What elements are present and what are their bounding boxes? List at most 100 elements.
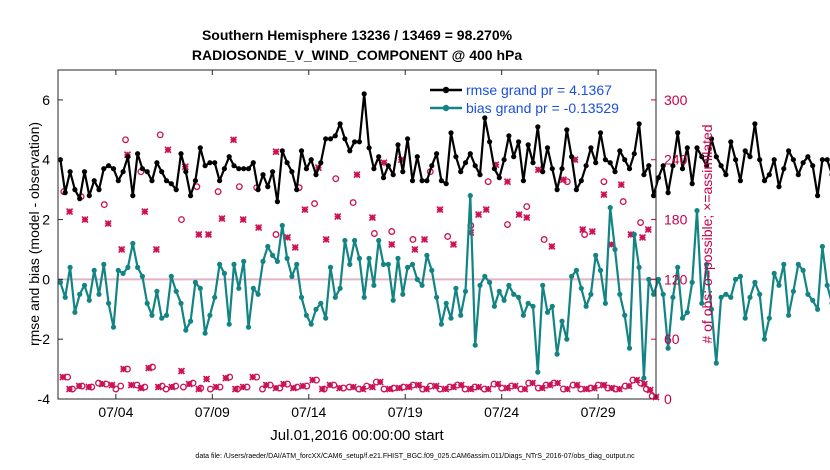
- obs-assimilated-glyph: [511, 382, 519, 390]
- rmse-point: [665, 190, 671, 196]
- rmse-point: [173, 187, 179, 193]
- obs-assimilated-point: [81, 215, 89, 224]
- bias-point: [790, 288, 797, 294]
- obs-assimilated-point: [492, 161, 500, 169]
- obs-assimilated-glyph: [422, 385, 431, 393]
- x-tick-label: 07/09: [195, 404, 230, 420]
- obs-assimilated-point: [415, 381, 423, 389]
- obs-assimilated-point: [75, 382, 83, 390]
- rmse-point: [723, 172, 729, 178]
- obs-assimilated-point: [229, 136, 238, 144]
- obs-assimilated-glyph: [272, 148, 280, 156]
- bias-point: [400, 291, 406, 297]
- bias-point: [135, 264, 141, 270]
- obs-assimilated-glyph: [108, 381, 116, 389]
- bias-point: [67, 264, 73, 270]
- rmse-point: [602, 157, 609, 163]
- obs-assimilated-point: [120, 365, 128, 373]
- rmse-point: [106, 163, 112, 169]
- bias-point: [737, 273, 744, 279]
- bias-point: [414, 276, 420, 282]
- bias-point: [641, 375, 647, 381]
- rmse-point: [217, 178, 223, 184]
- bias-point: [371, 282, 377, 288]
- obs-assimilated-point: [152, 245, 160, 254]
- bias-point: [125, 264, 131, 270]
- bias-point: [380, 261, 387, 267]
- obs-assimilated-point: [515, 210, 523, 219]
- bias-point: [443, 300, 449, 306]
- rmse-point: [549, 166, 555, 172]
- rmse-point: [274, 199, 280, 205]
- obs-assimilated-point: [474, 210, 483, 219]
- obs-assimilated-glyph: [353, 171, 361, 179]
- rmse-point: [101, 166, 107, 172]
- bias-point: [337, 285, 343, 291]
- obs-possible-point: [600, 178, 608, 186]
- obs-assimilated-glyph: [482, 206, 490, 214]
- obs-assimilated-glyph: [177, 367, 186, 375]
- bias-point: [535, 369, 541, 375]
- obs-assimilated-point: [177, 367, 186, 375]
- obs-assimilated-point: [59, 373, 67, 381]
- obs-assimilated-glyph: [646, 386, 654, 394]
- obs-assimilated-glyph: [528, 379, 537, 387]
- rmse-point: [641, 172, 647, 178]
- bias-point: [766, 315, 772, 321]
- obs-assimilated-glyph: [395, 384, 404, 392]
- rmse-point: [597, 130, 604, 136]
- bias-point: [231, 261, 237, 267]
- bias-point: [549, 303, 555, 309]
- rmse-point: [313, 172, 319, 178]
- bias-point: [699, 300, 705, 306]
- bias-point: [646, 276, 652, 282]
- bias-point: [419, 282, 425, 288]
- rmse-point: [684, 145, 690, 151]
- obs-possible-point: [504, 221, 511, 228]
- obs-assimilated-point: [388, 240, 396, 249]
- bias-point: [597, 267, 604, 273]
- left-tick-label: -2: [38, 331, 51, 347]
- bias-point: [159, 315, 165, 321]
- rmse-point: [284, 160, 290, 166]
- obs-assimilated-point: [164, 146, 172, 154]
- bias-point: [477, 282, 483, 288]
- bias-point: [434, 294, 440, 300]
- obs-assimilated-glyph: [571, 156, 579, 164]
- bias-point: [612, 246, 618, 253]
- obs-assimilated-glyph: [255, 223, 263, 232]
- rmse-point: [583, 163, 589, 169]
- bias-point: [622, 312, 628, 318]
- rmse-point: [655, 175, 662, 181]
- obs-assimilated-glyph: [283, 233, 292, 242]
- bias-point: [544, 309, 551, 315]
- bias-point: [144, 300, 150, 306]
- obs-assimilated-glyph: [633, 376, 641, 384]
- rmse-point: [535, 124, 541, 130]
- bias-point: [694, 208, 700, 214]
- rmse-point: [188, 193, 194, 199]
- obs-assimilated-glyph: [231, 385, 240, 393]
- obs-assimilated-point: [590, 384, 598, 392]
- x-tick-label: 07/14: [291, 404, 326, 420]
- obs-assimilated-point: [617, 181, 625, 189]
- rmse-point: [260, 172, 266, 178]
- rmse-point: [491, 166, 497, 172]
- obs-assimilated-glyph: [185, 380, 193, 388]
- bias-point: [192, 279, 198, 285]
- rmse-point: [607, 160, 613, 166]
- rmse-point: [395, 142, 401, 148]
- obs-assimilated-point: [376, 378, 384, 386]
- rmse-point: [135, 151, 141, 157]
- rmse-point: [236, 166, 242, 172]
- obs-assimilated-point: [218, 214, 226, 223]
- bias-point: [559, 318, 565, 324]
- obs-assimilated-glyph: [546, 381, 554, 389]
- obs-assimilated-glyph: [436, 206, 444, 214]
- bias-point: [516, 294, 522, 300]
- bias-point: [501, 297, 507, 303]
- legend-rmse-marker: [442, 86, 450, 94]
- obs-assimilated-glyph: [638, 233, 647, 242]
- obs-assimilated-point: [334, 212, 342, 221]
- bias-point: [569, 273, 575, 279]
